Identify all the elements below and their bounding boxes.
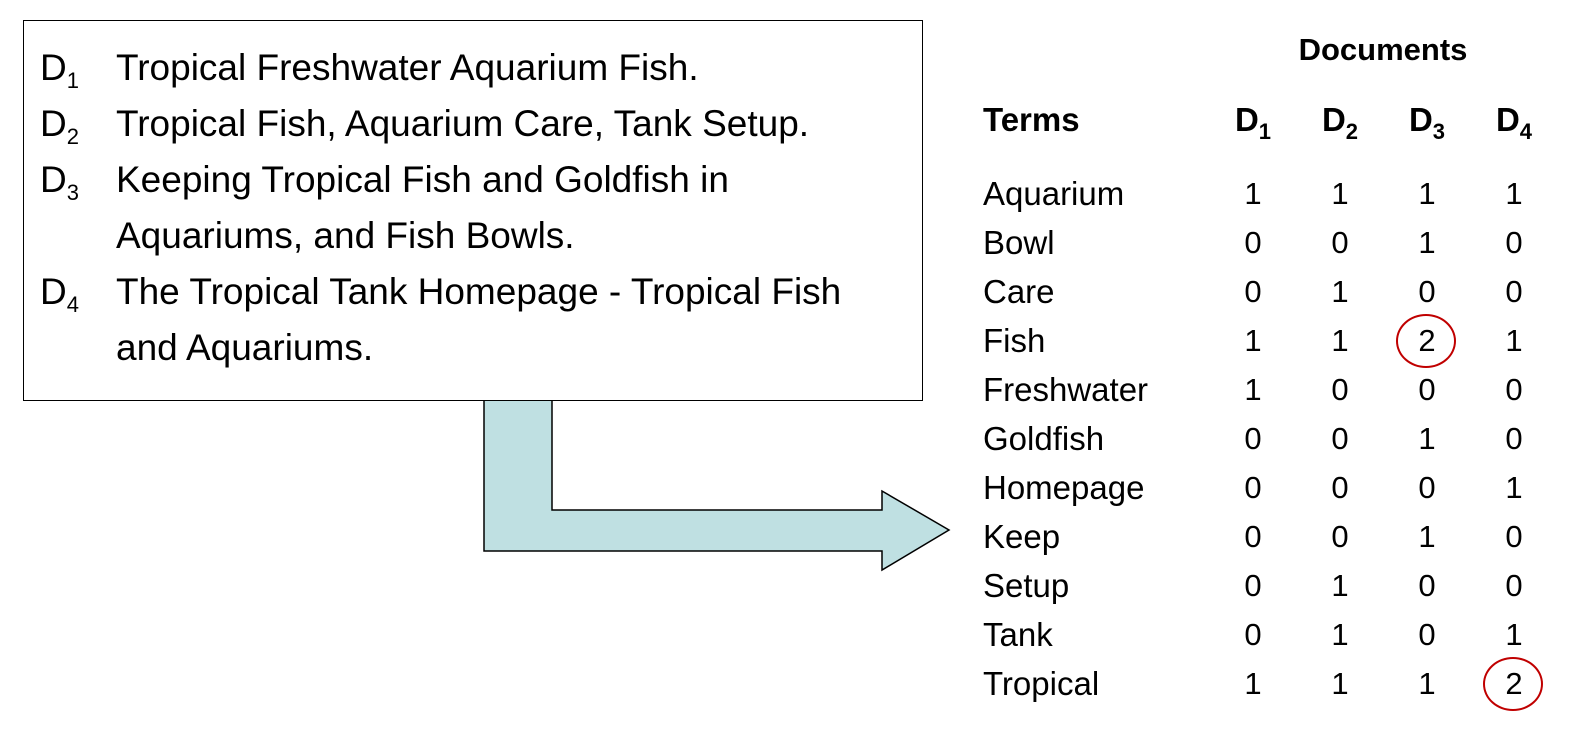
document-id-subscript: 1 (66, 68, 79, 93)
matrix-cell: 1 (1505, 323, 1523, 358)
highlight-circle (1396, 314, 1456, 368)
matrix-cell: 1 (1244, 323, 1262, 358)
matrix-cell: 1 (1331, 568, 1349, 603)
term-label: Setup (983, 567, 1070, 604)
matrix-cell: 0 (1505, 519, 1523, 554)
matrix-cell: 0 (1418, 274, 1436, 309)
matrix-cell: 1 (1244, 372, 1262, 407)
column-header-id: D (1321, 101, 1346, 138)
matrix-cell: 0 (1244, 421, 1262, 456)
matrix-cell: 0 (1331, 225, 1349, 260)
document-id-label: D4 (40, 264, 79, 325)
matrix-cell: 1 (1244, 176, 1262, 211)
document-id-subscript: 4 (66, 292, 79, 317)
matrix-cell: 0 (1331, 372, 1349, 407)
matrix-cell: 1 (1505, 470, 1523, 505)
matrix-cell: 1 (1418, 225, 1436, 260)
document-id-label: D3 (40, 152, 79, 213)
matrix-cell: 1 (1418, 666, 1436, 701)
term-label: Homepage (983, 469, 1145, 506)
document-title-text: Tropical Freshwater Aquarium Fish. (116, 47, 699, 88)
matrix-cell: 1 (1331, 617, 1349, 652)
document-id: D (40, 103, 67, 144)
column-header-id: D (1408, 101, 1433, 138)
document-title-text: Tropical Fish, Aquarium Care, Tank Setup… (116, 103, 810, 144)
matrix-cell: 1 (1505, 176, 1523, 211)
matrix-cell: 0 (1244, 470, 1262, 505)
column-header-d1: D1 (1213, 98, 1293, 146)
column-header-d3: D3 (1387, 98, 1467, 146)
column-header-subscript: 4 (1519, 119, 1533, 144)
highlight-circle (1483, 657, 1543, 711)
document-id: D (40, 159, 67, 200)
matrix-cell: 1 (1331, 176, 1349, 211)
matrix-cell: 0 (1331, 421, 1349, 456)
matrix-cell: 0 (1244, 617, 1262, 652)
document-id-label: D2 (40, 96, 79, 157)
document-id-label: D1 (40, 40, 79, 101)
matrix-cell: 1 (1418, 176, 1436, 211)
matrix-cell: 0 (1418, 470, 1436, 505)
term-label: Care (983, 273, 1055, 310)
matrix-cell: 0 (1505, 568, 1523, 603)
term-label: Aquarium (983, 175, 1125, 212)
matrix-cell: 0 (1505, 274, 1523, 309)
column-header-d4: D4 (1474, 98, 1554, 146)
matrix-cell: 0 (1244, 568, 1262, 603)
term-label: Goldfish (983, 420, 1105, 457)
term-label: Tropical (983, 665, 1100, 702)
matrix-cell: 1 (1331, 666, 1349, 701)
term-label: Freshwater (983, 371, 1149, 408)
document-title-text: The Tropical Tank Homepage - Tropical Fi… (116, 271, 842, 312)
column-header-id: D (1495, 101, 1520, 138)
document-id-subscript: 2 (66, 124, 79, 149)
term-label: Fish (983, 322, 1046, 359)
document-id: D (40, 271, 67, 312)
document-title-text: and Aquariums. (116, 327, 374, 368)
column-header-d2: D2 (1300, 98, 1380, 146)
matrix-cell: 0 (1418, 617, 1436, 652)
matrix-cell: 0 (1505, 372, 1523, 407)
matrix-cell: 0 (1244, 519, 1262, 554)
term-label: Keep (983, 518, 1061, 555)
document-id-subscript: 3 (66, 180, 79, 205)
matrix-cell: 1 (1331, 274, 1349, 309)
matrix-cell: 0 (1418, 372, 1436, 407)
column-header-subscript: 2 (1345, 119, 1359, 144)
matrix-title: Documents (1298, 32, 1468, 67)
column-header-subscript: 1 (1258, 119, 1272, 144)
column-header-id: D (1234, 101, 1259, 138)
matrix-cell: 1 (1418, 421, 1436, 456)
document-title-text: Aquariums, and Fish Bowls. (116, 215, 575, 256)
matrix-cell: 0 (1244, 225, 1262, 260)
document-title-text: Keeping Tropical Fish and Goldfish in (116, 159, 729, 200)
term-label: Bowl (983, 224, 1055, 261)
documents-box: D1 Tropical Freshwater Aquarium Fish. D2 Tr… (23, 20, 923, 401)
matrix-cell: 0 (1331, 519, 1349, 554)
terms-header: Terms (983, 101, 1080, 138)
term-label: Tank (983, 616, 1053, 653)
matrix-cell: 1 (1505, 617, 1523, 652)
matrix-cell: 1 (1244, 666, 1262, 701)
matrix-cell: 0 (1505, 225, 1523, 260)
bent-arrow-shape (483, 394, 951, 572)
matrix-cell: 1 (1331, 323, 1349, 358)
document-id: D (40, 47, 67, 88)
matrix-cell: 0 (1418, 568, 1436, 603)
matrix-cell: 0 (1244, 274, 1262, 309)
column-header-subscript: 3 (1432, 119, 1446, 144)
matrix-cell: 1 (1418, 519, 1436, 554)
matrix-cell: 0 (1505, 421, 1523, 456)
matrix-cell: 0 (1331, 470, 1349, 505)
